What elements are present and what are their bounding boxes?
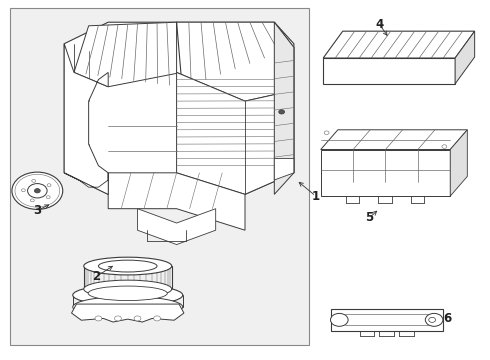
Circle shape (34, 189, 40, 193)
Polygon shape (176, 22, 294, 101)
Polygon shape (72, 304, 184, 322)
Text: 5: 5 (366, 211, 374, 224)
Polygon shape (450, 130, 467, 196)
Circle shape (429, 318, 436, 322)
Ellipse shape (98, 260, 157, 272)
Circle shape (324, 131, 329, 135)
Polygon shape (323, 31, 475, 58)
Polygon shape (274, 22, 294, 194)
Polygon shape (323, 58, 455, 84)
Polygon shape (321, 130, 467, 149)
Polygon shape (274, 158, 294, 180)
Text: 2: 2 (92, 270, 100, 283)
Polygon shape (64, 173, 108, 194)
Ellipse shape (84, 257, 172, 275)
Circle shape (279, 110, 285, 114)
Text: 6: 6 (443, 311, 452, 325)
Ellipse shape (88, 286, 167, 301)
Circle shape (46, 196, 50, 199)
Circle shape (154, 316, 160, 321)
Polygon shape (455, 31, 475, 84)
Circle shape (22, 189, 25, 192)
Polygon shape (74, 22, 181, 87)
Circle shape (331, 314, 348, 326)
Ellipse shape (84, 280, 172, 298)
Ellipse shape (73, 285, 183, 306)
Polygon shape (64, 44, 108, 194)
Circle shape (425, 314, 443, 326)
Text: 4: 4 (375, 18, 384, 31)
Circle shape (442, 145, 447, 148)
Polygon shape (138, 209, 216, 244)
Polygon shape (64, 22, 294, 194)
Circle shape (95, 316, 102, 321)
Circle shape (27, 184, 47, 198)
Polygon shape (331, 309, 443, 330)
Polygon shape (176, 72, 294, 194)
Circle shape (12, 172, 63, 210)
Circle shape (134, 316, 141, 321)
Polygon shape (321, 149, 450, 196)
Circle shape (47, 184, 51, 186)
Circle shape (32, 179, 36, 182)
Ellipse shape (73, 296, 183, 318)
Text: 1: 1 (312, 190, 320, 203)
Text: 3: 3 (33, 204, 41, 217)
Circle shape (30, 199, 34, 202)
Circle shape (115, 316, 122, 321)
Bar (10, 8, 309, 345)
Polygon shape (108, 173, 245, 230)
